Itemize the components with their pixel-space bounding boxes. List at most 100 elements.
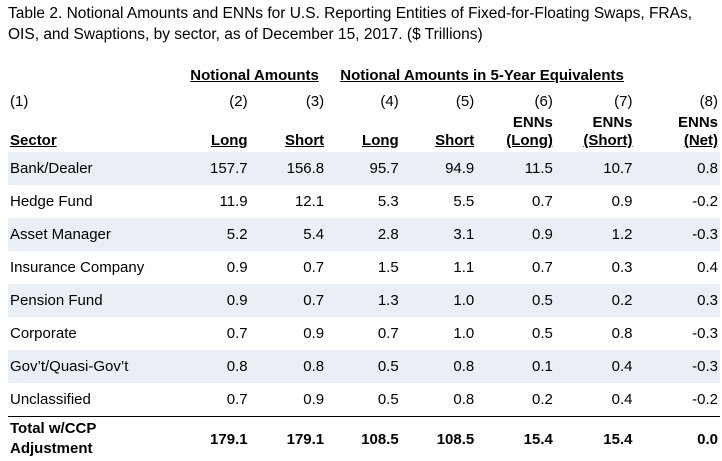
total-value-cell: 108.5 [324,417,399,461]
sector-cell: Unclassified [8,383,171,417]
col-number-8: (8) [633,86,721,110]
value-cell: -0.3 [633,317,721,350]
value-cell: -0.2 [633,383,721,417]
value-cell: 1.1 [399,251,475,284]
total-value-cell: 15.4 [553,417,633,461]
col-number-1: (1) [8,86,171,110]
table-row: Gov’t/Quasi-Gov’t 0.8 0.8 0.5 0.8 0.1 0.… [8,350,720,383]
col-number-3: (3) [248,86,325,110]
col-number-6: (6) [474,86,553,110]
table-row: Asset Manager 5.2 5.4 2.8 3.1 0.9 1.2 -0… [8,218,720,251]
value-cell: 0.2 [553,284,633,317]
header-enns-short: ENNs (Short) [553,110,633,152]
table-row: Bank/Dealer 157.7 156.8 95.7 94.9 11.5 1… [8,152,720,185]
value-cell: 11.9 [171,185,248,218]
value-cell: 0.3 [553,251,633,284]
table-row: Insurance Company 0.9 0.7 1.5 1.1 0.7 0.… [8,251,720,284]
enn-table: Notional Amounts Notional Amounts in 5-Y… [8,64,720,461]
group-header-row: Notional Amounts Notional Amounts in 5-Y… [8,64,720,86]
value-cell: 0.2 [474,383,553,417]
value-cell: 5.2 [171,218,248,251]
value-cell: 1.0 [399,284,475,317]
total-row: Total w/CCP Adjustment 179.1 179.1 108.5… [8,417,720,461]
table-title: Table 2. Notional Amounts and ENNs for U… [8,3,718,45]
value-cell: 0.7 [324,317,399,350]
group-notional-amounts: Notional Amounts [190,67,319,84]
sector-cell: Corporate [8,317,171,350]
header-enns-long: ENNs (Long) [474,110,553,152]
value-cell: 0.3 [633,284,721,317]
value-cell: 3.1 [399,218,475,251]
value-cell: 0.8 [248,350,325,383]
value-cell: 11.5 [474,152,553,185]
value-cell: 0.4 [553,383,633,417]
value-cell: 0.9 [474,218,553,251]
value-cell: 10.7 [553,152,633,185]
total-label: Total w/CCP Adjustment [8,417,171,461]
value-cell: 95.7 [324,152,399,185]
value-cell: 0.5 [474,284,553,317]
value-cell: 0.5 [474,317,553,350]
value-cell: 12.1 [248,185,325,218]
value-cell: 156.8 [248,152,325,185]
value-cell: 0.9 [248,383,325,417]
table-row: Pension Fund 0.9 0.7 1.3 1.0 0.5 0.2 0.3 [8,284,720,317]
table-row: Corporate 0.7 0.9 0.7 1.0 0.5 0.8 -0.3 [8,317,720,350]
value-cell: 5.5 [399,185,475,218]
value-cell: 0.7 [171,383,248,417]
sector-cell: Insurance Company [8,251,171,284]
value-cell: 0.8 [399,350,475,383]
value-cell: 0.9 [248,317,325,350]
value-cell: 0.8 [633,152,721,185]
value-cell: 0.7 [474,185,553,218]
col-number-7: (7) [553,86,633,110]
value-cell: 0.7 [474,251,553,284]
value-cell: 0.8 [171,350,248,383]
header-enns-net: ENNs (Net) [633,110,721,152]
value-cell: 0.8 [399,383,475,417]
value-cell: 1.5 [324,251,399,284]
table-row: Unclassified 0.7 0.9 0.5 0.8 0.2 0.4 -0.… [8,383,720,417]
col-number-5: (5) [399,86,475,110]
table-header: Notional Amounts Notional Amounts in 5-Y… [8,64,720,152]
value-cell: 1.2 [553,218,633,251]
col-number-2: (2) [171,86,248,110]
value-cell: 0.5 [324,350,399,383]
value-cell: 0.7 [171,317,248,350]
sector-cell: Gov’t/Quasi-Gov’t [8,350,171,383]
col-number-4: (4) [324,86,399,110]
value-cell: 0.7 [248,251,325,284]
value-cell: 0.8 [553,317,633,350]
total-value-cell: 108.5 [399,417,475,461]
total-value-cell: 0.0 [633,417,721,461]
value-cell: 1.0 [399,317,475,350]
value-cell: -0.2 [633,185,721,218]
value-cell: 0.1 [474,350,553,383]
value-cell: -0.3 [633,218,721,251]
sector-cell: Bank/Dealer [8,152,171,185]
group-five-year-equivalents: Notional Amounts in 5-Year Equivalents [340,67,624,84]
sector-cell: Hedge Fund [8,185,171,218]
header-short-5yr: Short [399,110,475,152]
value-cell: 157.7 [171,152,248,185]
sector-cell: Asset Manager [8,218,171,251]
column-header-row: Sector Long Short Long Short ENNs (Long)… [8,110,720,152]
value-cell: 0.4 [553,350,633,383]
value-cell: 0.5 [324,383,399,417]
value-cell: 0.4 [633,251,721,284]
value-cell: 2.8 [324,218,399,251]
value-cell: 5.3 [324,185,399,218]
value-cell: 0.9 [171,284,248,317]
value-cell: 0.7 [248,284,325,317]
value-cell: -0.3 [633,350,721,383]
value-cell: 94.9 [399,152,475,185]
header-long: Long [171,110,248,152]
header-sector: Sector [8,110,171,152]
header-short: Short [248,110,325,152]
total-value-cell: 179.1 [248,417,325,461]
value-cell: 0.9 [553,185,633,218]
sector-cell: Pension Fund [8,284,171,317]
table-row: Hedge Fund 11.9 12.1 5.3 5.5 0.7 0.9 -0.… [8,185,720,218]
total-value-cell: 15.4 [474,417,553,461]
value-cell: 0.9 [171,251,248,284]
